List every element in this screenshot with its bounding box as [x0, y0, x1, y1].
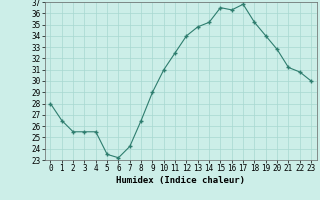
X-axis label: Humidex (Indice chaleur): Humidex (Indice chaleur)	[116, 176, 245, 185]
